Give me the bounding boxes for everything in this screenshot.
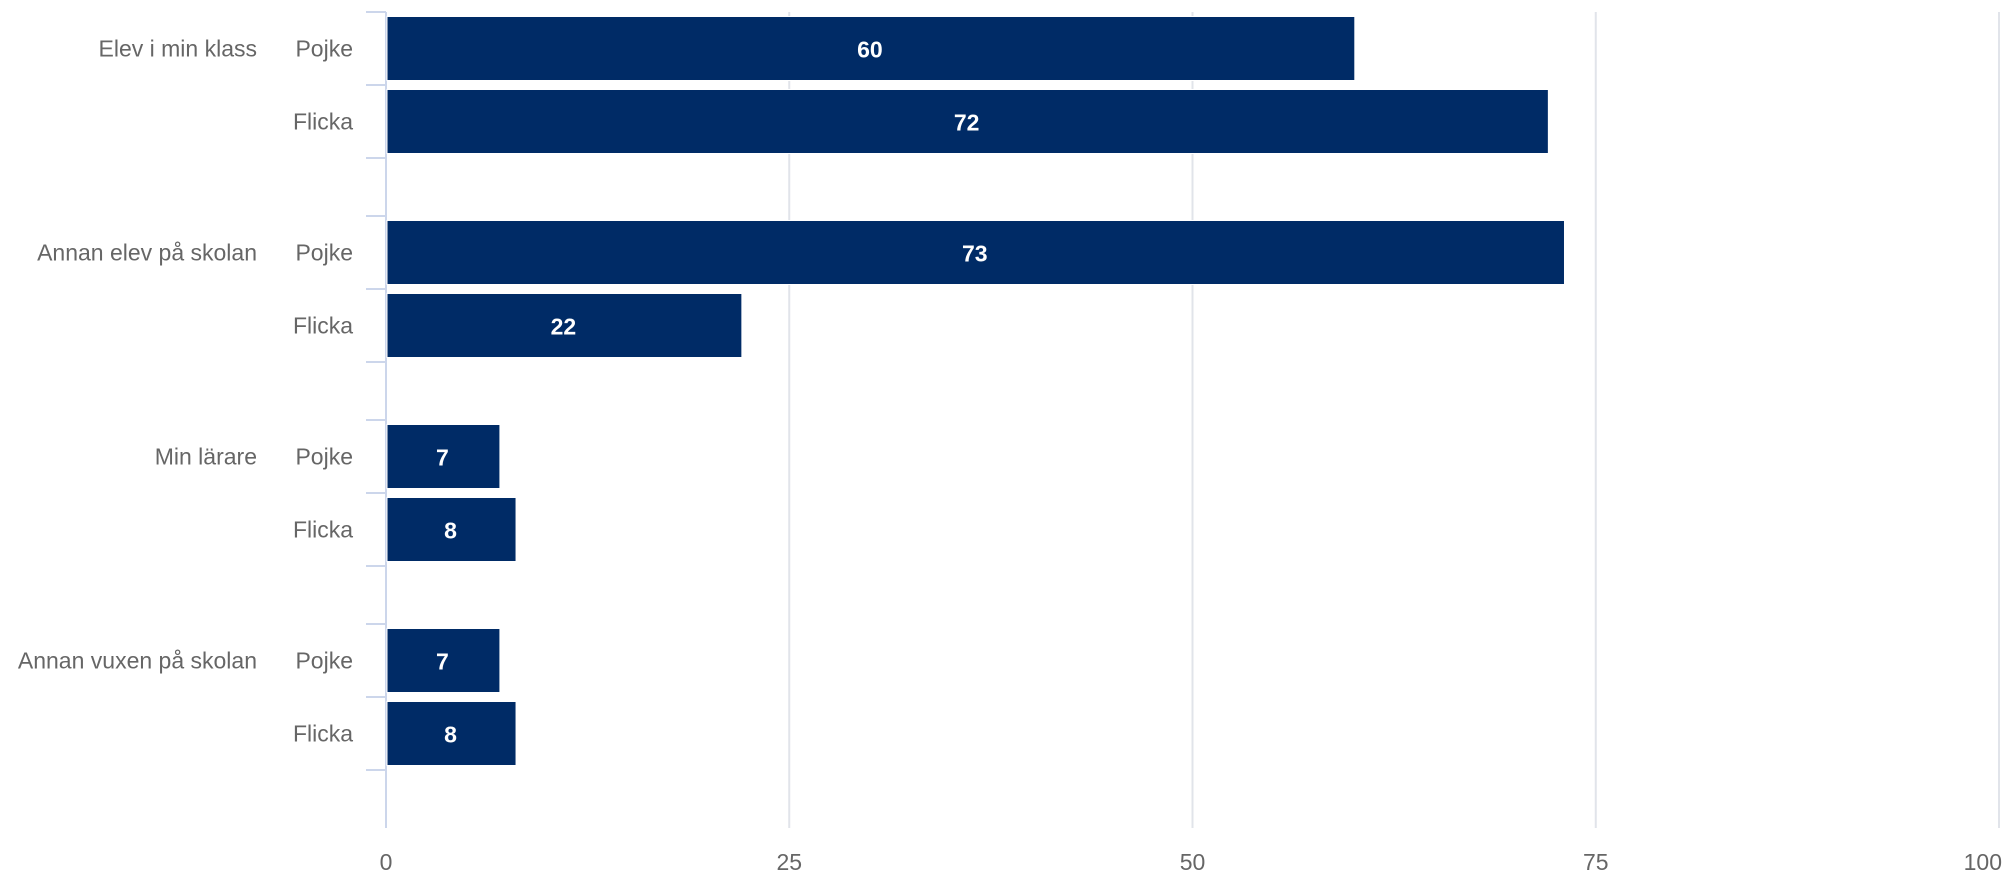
- y-category-label: Min lärare: [155, 444, 257, 470]
- y-category-label: Annan vuxen på skolan: [18, 648, 257, 674]
- y-sub-category-label: Pojke: [295, 240, 353, 266]
- y-sub-category-label: Flicka: [293, 517, 353, 543]
- bar-value-label: 8: [444, 722, 457, 748]
- y-sub-category-label: Pojke: [295, 444, 353, 470]
- bar-value-label: 7: [436, 445, 449, 471]
- bar: [386, 701, 517, 766]
- x-tick-label: 0: [380, 849, 393, 873]
- y-sub-category-label: Flicka: [293, 109, 353, 135]
- bar: [386, 16, 1356, 81]
- bar: [386, 220, 1565, 285]
- bar-value-label: 60: [857, 37, 883, 63]
- bar-value-label: 8: [444, 518, 457, 544]
- x-tick-label: 25: [776, 849, 802, 873]
- bar: [386, 424, 501, 489]
- y-sub-category-label: Flicka: [293, 313, 353, 339]
- bar-value-label: 72: [954, 110, 980, 136]
- y-sub-category-label: Pojke: [295, 36, 353, 62]
- bar: [386, 628, 501, 693]
- bar: [386, 497, 517, 562]
- bar-value-label: 7: [436, 649, 449, 675]
- y-category-label: Elev i min klass: [99, 36, 257, 62]
- x-tick-label: 75: [1583, 849, 1609, 873]
- y-sub-category-label: Flicka: [293, 721, 353, 747]
- bar: [386, 89, 1549, 154]
- x-tick-label: 50: [1180, 849, 1206, 873]
- x-tick-label: 100: [1964, 849, 2002, 873]
- bar: [386, 293, 743, 358]
- y-sub-category-label: Pojke: [295, 648, 353, 674]
- bar-value-label: 22: [551, 314, 577, 340]
- y-category-label: Annan elev på skolan: [37, 240, 257, 266]
- bar-value-label: 73: [962, 241, 988, 267]
